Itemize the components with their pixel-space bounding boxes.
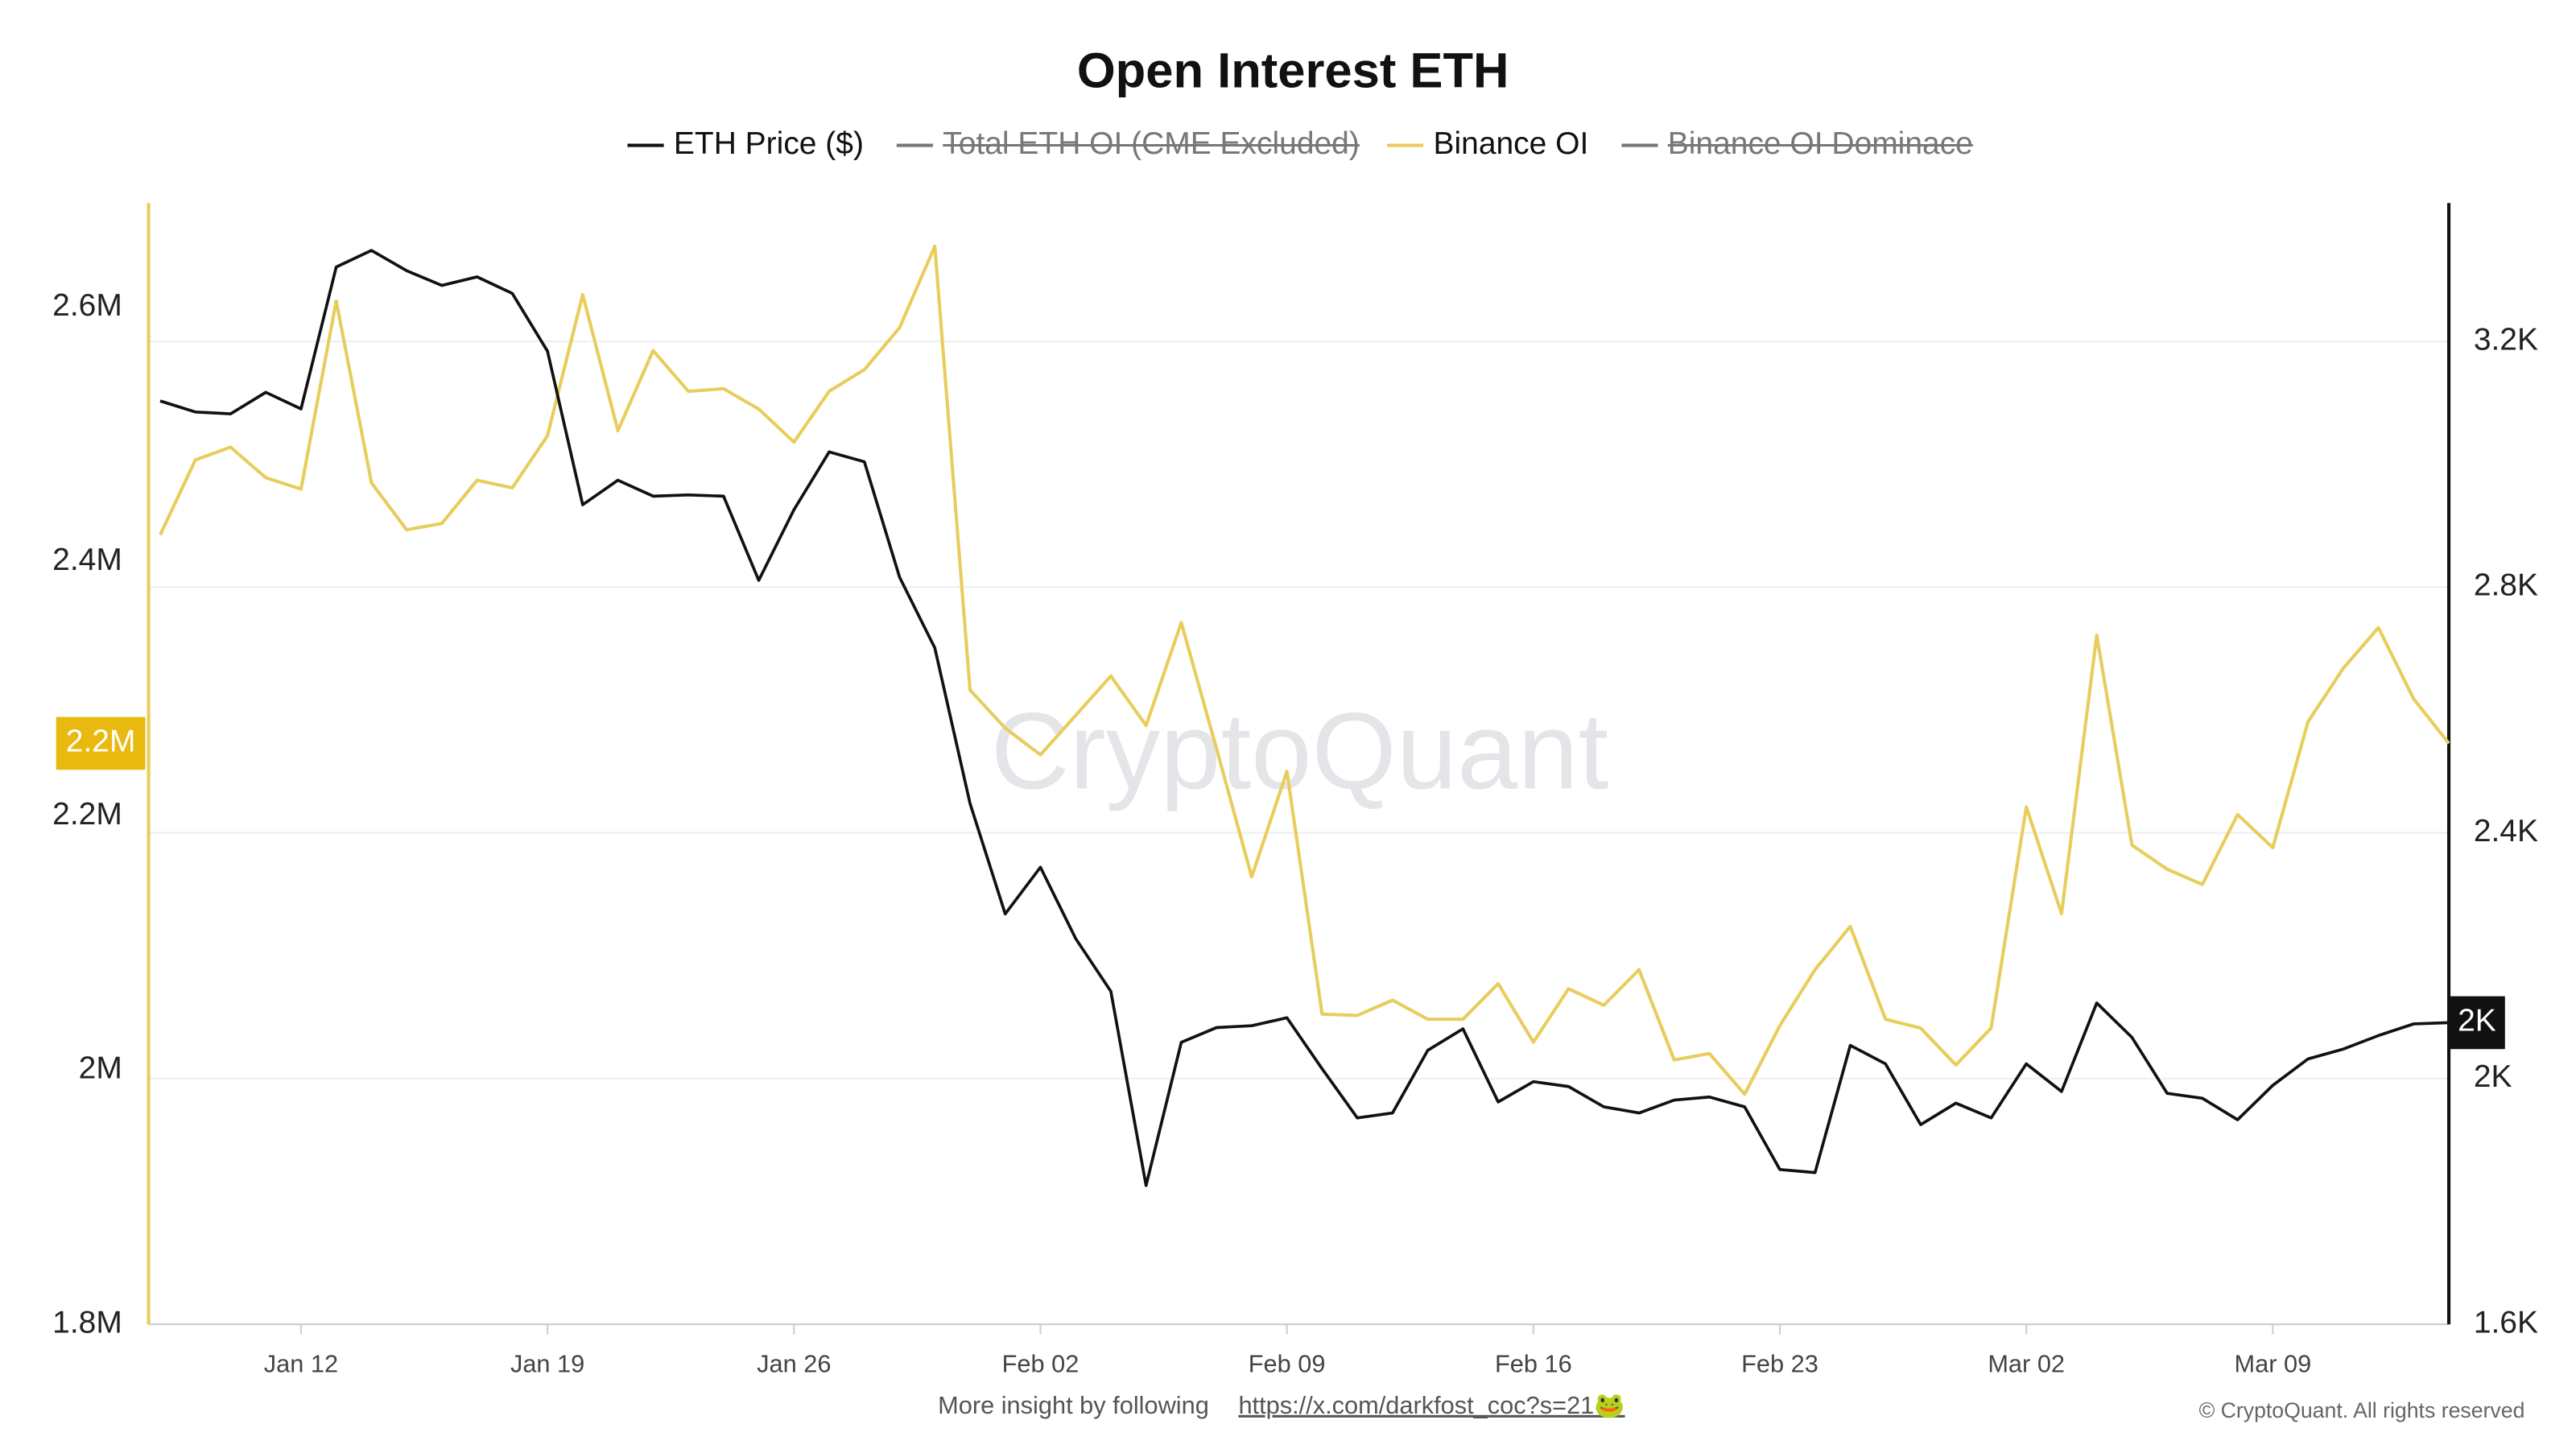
y-tick-label: 2.6M: [52, 288, 122, 323]
last-value-label: 2.2M: [66, 724, 136, 759]
x-tick-label: Feb 23: [1741, 1350, 1818, 1378]
last-value-label: 2K: [2458, 1004, 2496, 1038]
y-tick-label: 2.4M: [52, 543, 122, 577]
footer-link[interactable]: https://x.com/darkfost_coc?s=21🐸: [1238, 1391, 1624, 1419]
footer-text: More insight by following: [938, 1391, 1209, 1419]
x-tick-label: Jan 12: [264, 1350, 338, 1378]
y-tick-label: 2.2M: [52, 797, 122, 832]
y2-tick-label: 2K: [2474, 1059, 2512, 1094]
legend-label[interactable]: Total ETH OI (CME Excluded): [943, 126, 1360, 161]
watermark: CryptoQuant: [991, 689, 1609, 811]
series-line: [159, 244, 2450, 1096]
x-tick-label: Feb 16: [1495, 1350, 1572, 1378]
legend-label[interactable]: ETH Price ($): [674, 126, 864, 161]
copyright: © CryptoQuant. All rights reserved: [2199, 1398, 2525, 1422]
legend-label[interactable]: Binance OI Dominace: [1668, 126, 1973, 161]
y2-tick-label: 2.8K: [2474, 568, 2538, 603]
last-value-badge: [56, 716, 146, 770]
y-tick-label: 2M: [79, 1051, 122, 1086]
y2-tick-label: 1.6K: [2474, 1305, 2538, 1340]
last-value-badge: [2449, 996, 2505, 1050]
x-tick-label: Feb 02: [1002, 1350, 1080, 1378]
x-tick-label: Jan 19: [510, 1350, 584, 1378]
series-line: [159, 249, 2450, 1187]
legend-label[interactable]: Binance OI: [1434, 126, 1589, 161]
x-tick-label: Mar 02: [1988, 1350, 2065, 1378]
chart-title: Open Interest ETH: [1077, 43, 1509, 99]
y-tick-label: 1.8M: [52, 1305, 122, 1340]
x-tick-label: Mar 09: [2234, 1350, 2311, 1378]
y2-tick-label: 2.4K: [2474, 814, 2538, 848]
x-tick-label: Jan 26: [757, 1350, 831, 1378]
x-tick-label: Feb 09: [1249, 1350, 1326, 1378]
y2-tick-label: 3.2K: [2474, 322, 2538, 357]
